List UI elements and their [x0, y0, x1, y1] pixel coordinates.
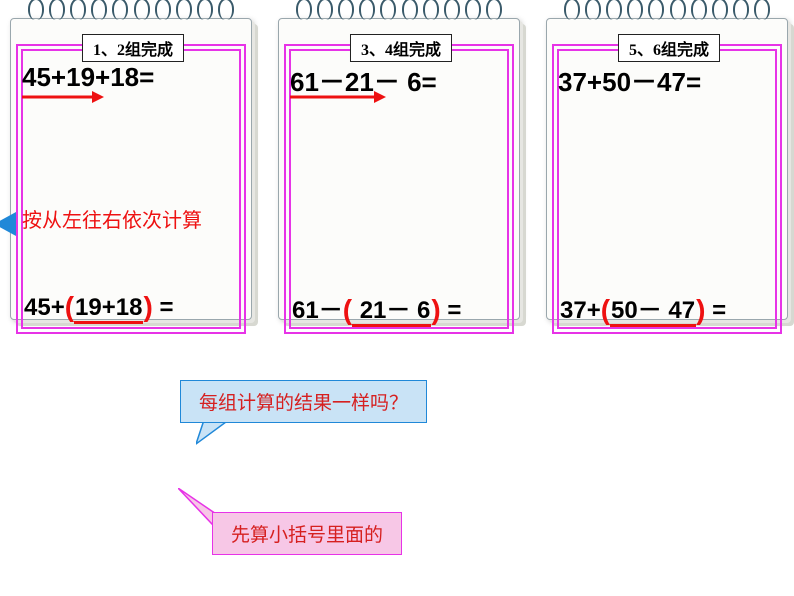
eq-mid: 50－ 47: [610, 297, 696, 327]
equation-bottom: 37+(50－ 47) =: [560, 290, 726, 325]
group-label: 5、6组完成: [618, 34, 720, 62]
spiral-binding: [296, 0, 502, 24]
notepad-3: 5、6组完成 37+50－47= 37+(50－ 47) =: [544, 4, 794, 324]
spiral-binding: [564, 0, 770, 24]
paren-open: (: [65, 291, 74, 322]
callout-answer: 先算小括号里面的: [212, 512, 402, 555]
paren-close: ): [431, 294, 440, 325]
eq-post: =: [441, 297, 462, 324]
eq-pre: 61－: [292, 297, 343, 324]
eq-mid: 19+18: [74, 294, 143, 324]
hint-text: 按从左往右依次计算: [22, 204, 202, 233]
arrow-icon: [22, 90, 104, 104]
notepad-2: 3、4组完成 61－ 21－ 6 = 61－( 21－ 6) =: [276, 4, 526, 324]
spiral-binding: [28, 0, 234, 24]
callout-question: 每组计算的结果一样吗？: [180, 380, 427, 423]
eq-pre: 45+: [24, 294, 65, 321]
equation-top: 37+50－47=: [558, 62, 701, 99]
eq-post: =: [705, 297, 726, 324]
equation-bottom: 45+(19+18) =: [24, 290, 173, 322]
equation-top: 45+19+18=: [22, 62, 154, 93]
eq-pre: 37+: [560, 297, 601, 324]
arrow-icon: [290, 90, 386, 104]
group-label: 3、4组完成: [350, 34, 452, 62]
equation-bottom: 61－( 21－ 6) =: [292, 290, 461, 325]
paren-close: ): [143, 291, 152, 322]
hint-triangle-icon: [0, 212, 16, 236]
eq-mid: 21－ 6: [352, 297, 431, 327]
eq-post: =: [153, 294, 174, 321]
paren-open: (: [601, 294, 610, 325]
group-label: 1、2组完成: [82, 34, 184, 62]
paren-close: ): [696, 294, 705, 325]
paren-open: (: [343, 294, 352, 325]
notepad-1: 1、2组完成 45+19+18= 按从左往右依次计算 45+(19+18) =: [8, 4, 258, 324]
